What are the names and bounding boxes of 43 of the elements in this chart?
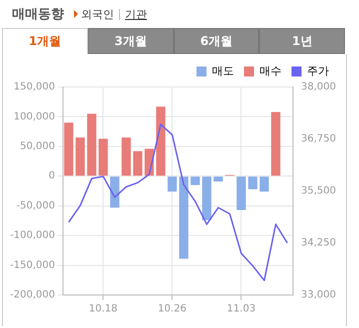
bar — [87, 114, 96, 176]
bar — [76, 138, 85, 176]
text: 6개월 — [174, 28, 260, 54]
bar — [98, 138, 108, 176]
y2-tick-label: 33,000 — [301, 290, 336, 301]
y-tick-label: 100,000 — [14, 111, 55, 122]
bar — [260, 176, 269, 192]
bar — [179, 176, 188, 259]
bar — [236, 176, 246, 210]
bar — [214, 176, 223, 182]
bar — [190, 176, 200, 186]
y-tick-label: 0 — [48, 170, 55, 182]
text: 1년 — [259, 28, 345, 54]
y-tick-label: -150,000 — [10, 260, 55, 271]
text: 3개월 — [88, 28, 174, 54]
bar — [110, 176, 120, 208]
x-tick-label: 10.18 — [88, 304, 118, 315]
text: 외국인 — [81, 6, 114, 22]
y-tick-label: 150,000 — [14, 82, 55, 93]
bar — [248, 176, 258, 190]
bar — [64, 122, 74, 176]
legend-label: 주가 — [307, 64, 329, 78]
y-tick-label: -50,000 — [16, 200, 55, 212]
x-tick-label: 11.03 — [226, 304, 256, 315]
y-tick-label: -100,000 — [10, 230, 55, 242]
legend-label: 매도 — [212, 64, 234, 78]
x-tick-label: 10.26 — [158, 304, 187, 315]
bar — [156, 106, 166, 176]
y2-tick-label: 36,750 — [301, 134, 336, 145]
chart-title: 매매동향 — [12, 6, 64, 23]
y-tick-label: 50,000 — [20, 141, 55, 152]
y2-tick-label: 35,500 — [301, 186, 336, 197]
bar — [271, 112, 280, 176]
text: 기관 — [125, 6, 147, 22]
bar — [202, 176, 212, 220]
y2-tick-label: 38,000 — [301, 82, 336, 93]
legend-label: 매수 — [260, 64, 282, 78]
text: 1개월 — [2, 28, 88, 54]
y2-tick-label: 34,250 — [301, 238, 336, 249]
bar — [122, 138, 131, 176]
bar — [133, 151, 142, 176]
bar — [168, 176, 177, 192]
y-tick-label: -200,000 — [10, 290, 55, 301]
